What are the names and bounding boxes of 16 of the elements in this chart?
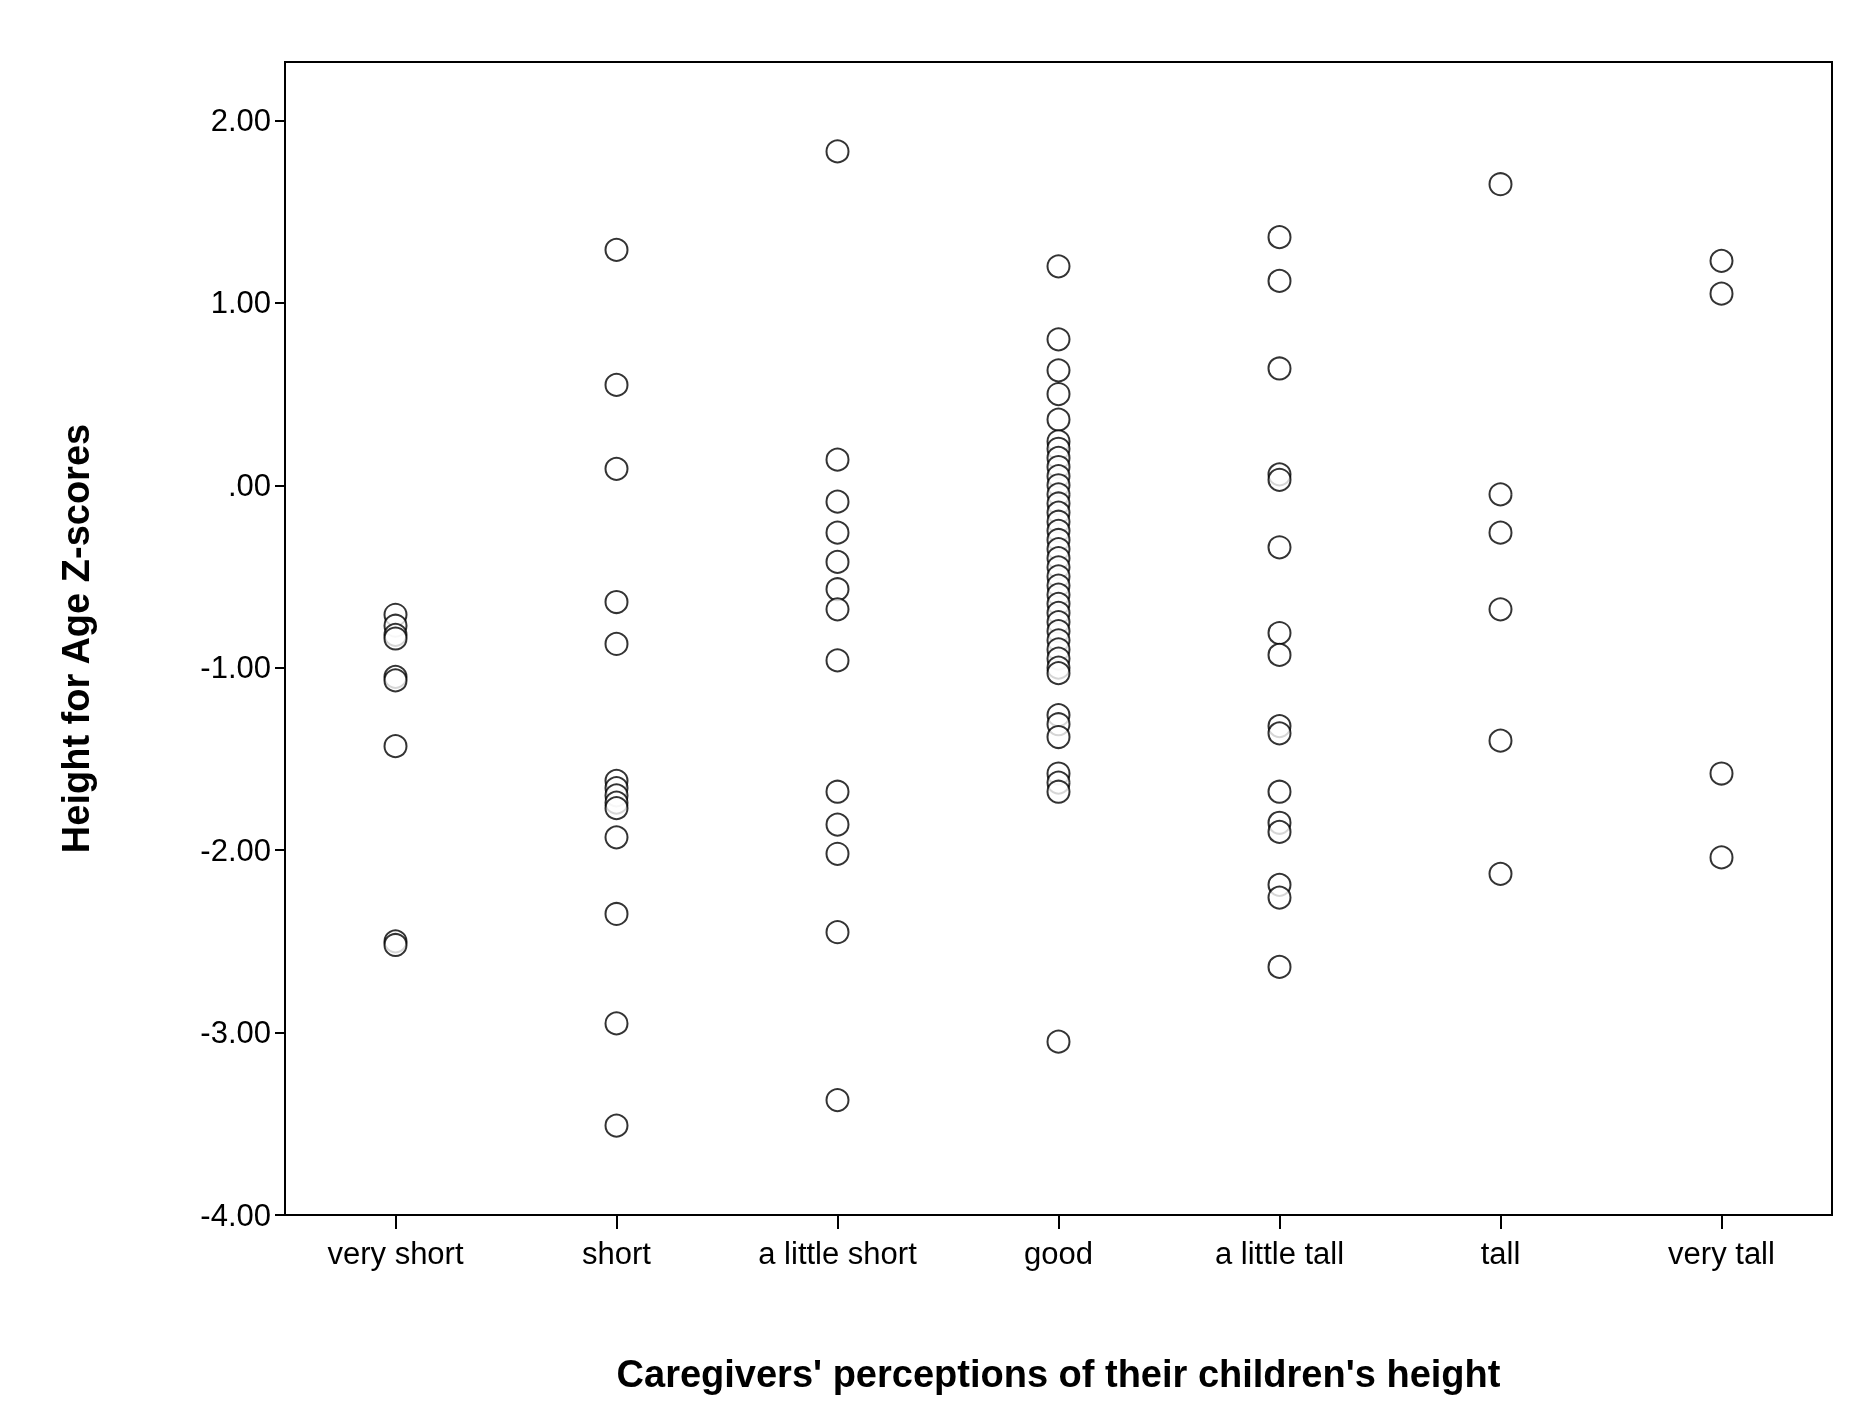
y-axis-title: Height for Age Z-scores xyxy=(55,423,97,854)
x-tick-label: a little tall xyxy=(1214,1235,1345,1271)
x-tick-label: a little short xyxy=(758,1235,918,1271)
y-tick-label: -4.00 xyxy=(200,1197,271,1233)
y-tick-label: 1.00 xyxy=(210,285,271,321)
x-tick-label: very tall xyxy=(1668,1235,1775,1271)
x-tick-label: tall xyxy=(1480,1235,1521,1271)
y-tick-label: 2.00 xyxy=(210,102,271,138)
y-tick-label: -2.00 xyxy=(200,832,271,868)
x-tick-label: short xyxy=(582,1235,652,1271)
x-tick-label: good xyxy=(1024,1235,1093,1271)
x-axis-title: Caregivers' perceptions of their children's height xyxy=(616,1353,1501,1395)
y-tick-label: -3.00 xyxy=(200,1015,271,1051)
y-tick-label: .00 xyxy=(227,467,271,503)
y-tick-label: -1.00 xyxy=(200,650,271,686)
x-tick-label: very short xyxy=(327,1235,464,1271)
